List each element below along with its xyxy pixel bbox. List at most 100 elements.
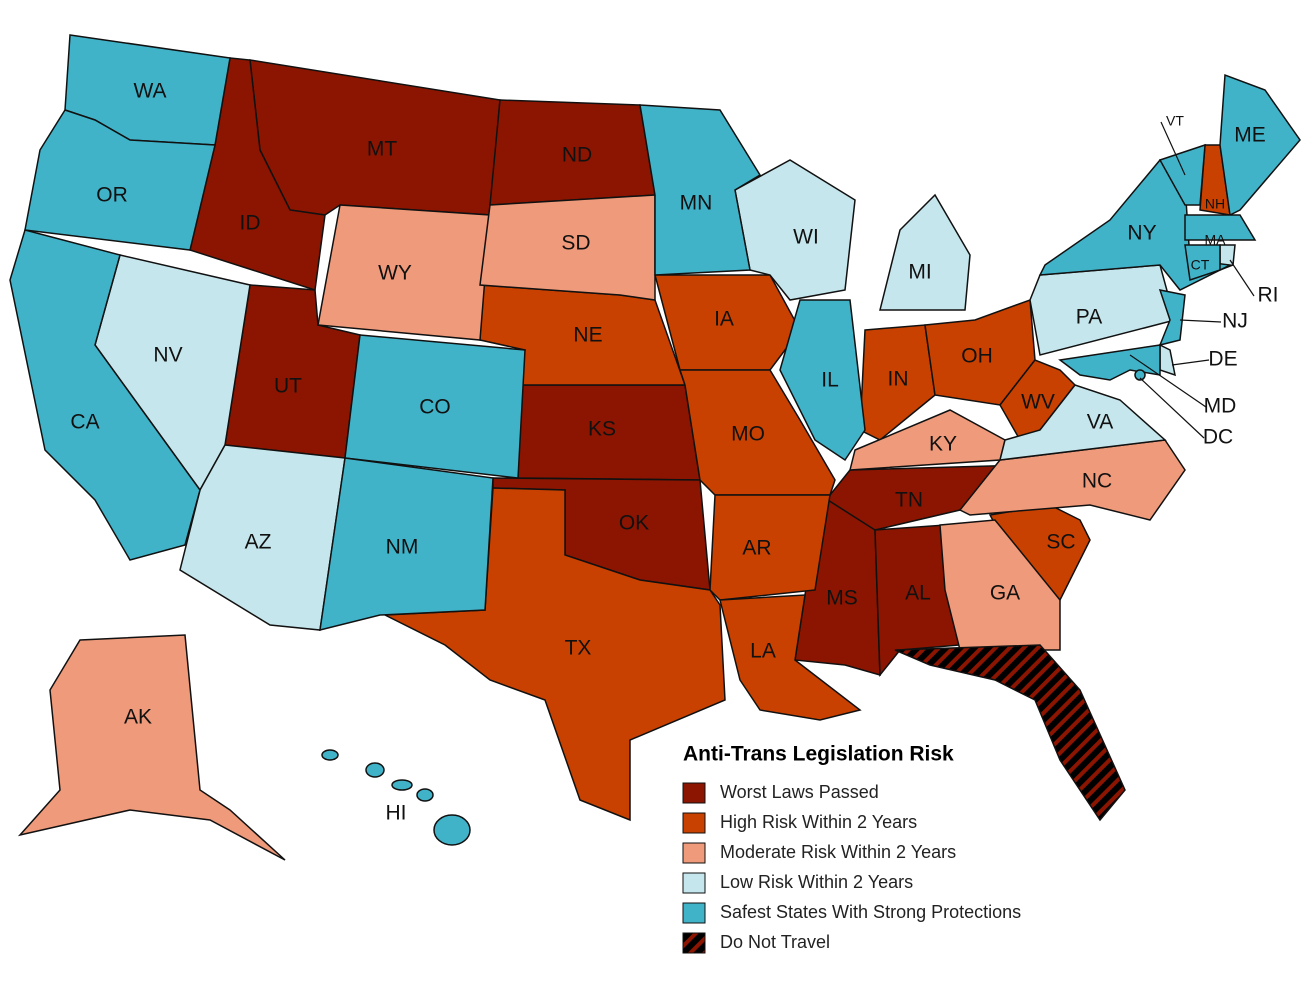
state-label: WY bbox=[378, 262, 412, 285]
state-label: NV bbox=[153, 344, 182, 367]
state-label: MO bbox=[731, 423, 765, 446]
state-label: WI bbox=[793, 226, 819, 249]
state bbox=[779, 299, 866, 462]
state-label: OR bbox=[96, 184, 128, 207]
state-label: AR bbox=[742, 537, 771, 560]
legend-swatch bbox=[682, 872, 706, 894]
state bbox=[416, 788, 434, 802]
state bbox=[1184, 214, 1257, 241]
state bbox=[1158, 289, 1186, 347]
state bbox=[479, 194, 656, 301]
state bbox=[344, 334, 526, 479]
state-label: MA bbox=[1205, 232, 1227, 248]
state-label: GA bbox=[990, 582, 1020, 605]
state-label: KS bbox=[588, 418, 616, 441]
state-label: OK bbox=[619, 512, 649, 535]
state bbox=[1159, 343, 1176, 377]
state-label: PA bbox=[1076, 306, 1102, 329]
state bbox=[1158, 143, 1206, 206]
state bbox=[317, 204, 491, 341]
state-label: MT bbox=[367, 138, 397, 161]
state-label: WV bbox=[1021, 391, 1055, 414]
state-label: CO bbox=[419, 396, 451, 419]
state-label: IA bbox=[714, 308, 734, 331]
state-label: SD bbox=[561, 232, 590, 255]
state-label: VT bbox=[1166, 113, 1184, 129]
state-label: ND bbox=[562, 144, 592, 167]
state-label: LA bbox=[750, 640, 776, 663]
state-label: DC bbox=[1203, 426, 1233, 449]
leader-line bbox=[1139, 377, 1205, 439]
state bbox=[9, 229, 201, 561]
states bbox=[9, 34, 1301, 861]
state-label: ME bbox=[1234, 124, 1266, 147]
state-label: NY bbox=[1127, 222, 1156, 245]
state-label: WA bbox=[133, 80, 166, 103]
state bbox=[319, 457, 494, 631]
state-label: OH bbox=[961, 345, 993, 368]
state-label: CT bbox=[1191, 257, 1210, 273]
state-label: MD bbox=[1204, 395, 1237, 418]
legend-label: Do Not Travel bbox=[720, 932, 830, 952]
state bbox=[382, 487, 726, 822]
state-label: MS bbox=[826, 587, 858, 610]
legend-swatch bbox=[682, 842, 706, 864]
state bbox=[709, 494, 831, 601]
state-label: SC bbox=[1046, 531, 1075, 554]
state-label: RI bbox=[1258, 284, 1279, 307]
state bbox=[17, 634, 286, 861]
state-label: CA bbox=[70, 411, 99, 434]
legend-swatch bbox=[682, 812, 706, 834]
leader-line bbox=[1171, 359, 1210, 366]
state bbox=[391, 779, 413, 791]
legend-swatch bbox=[682, 902, 706, 924]
state-label: VA bbox=[1087, 411, 1113, 434]
state-label: TN bbox=[895, 489, 923, 512]
leader-line bbox=[1229, 259, 1255, 297]
state-label: NE bbox=[573, 324, 602, 347]
state bbox=[1134, 369, 1146, 381]
state bbox=[1058, 344, 1161, 381]
legend-label: Safest States With Strong Protections bbox=[720, 902, 1021, 922]
state bbox=[874, 524, 961, 678]
state-label: HI bbox=[386, 802, 407, 825]
legend-swatch bbox=[682, 782, 706, 804]
leader-line bbox=[1179, 319, 1222, 323]
state-label: MN bbox=[680, 192, 713, 215]
state-label: AL bbox=[905, 582, 931, 605]
legend-label: Moderate Risk Within 2 Years bbox=[720, 842, 956, 862]
state bbox=[365, 762, 385, 778]
state-label: DE bbox=[1208, 348, 1237, 371]
state-label: IL bbox=[821, 369, 839, 392]
state bbox=[24, 109, 216, 251]
state-label: NJ bbox=[1222, 310, 1248, 333]
state bbox=[1029, 264, 1176, 356]
state-label: AK bbox=[124, 706, 152, 729]
state bbox=[894, 644, 1126, 822]
state-label: NM bbox=[386, 536, 419, 559]
leader-line bbox=[1160, 121, 1186, 176]
state bbox=[939, 519, 1061, 651]
state-label: IN bbox=[888, 368, 909, 391]
state bbox=[999, 384, 1167, 461]
state-label: ID bbox=[240, 212, 261, 235]
state bbox=[321, 749, 339, 761]
state bbox=[1184, 244, 1221, 281]
state bbox=[879, 193, 971, 311]
state-labels: MT ND ID UT KS OK TN MS AL NE IA MO AR TX LA IN OH WV SC NH… bbox=[70, 80, 1278, 825]
state-label: KY bbox=[929, 433, 957, 456]
state bbox=[433, 814, 471, 846]
leader-line bbox=[1129, 354, 1207, 408]
legend: Worst Laws Passed High Risk Within 2 Year… bbox=[682, 782, 1021, 954]
state-label: UT bbox=[274, 375, 302, 398]
legend-label: Low Risk Within 2 Years bbox=[720, 872, 913, 892]
legend-title: Anti-Trans Legislation Risk bbox=[683, 743, 954, 766]
state bbox=[734, 159, 856, 301]
state bbox=[639, 104, 762, 276]
state-label: NH bbox=[1205, 196, 1225, 212]
legend-swatch bbox=[682, 932, 706, 954]
state-label: MI bbox=[908, 261, 931, 284]
state bbox=[719, 594, 862, 721]
legend-label: Worst Laws Passed bbox=[720, 782, 879, 802]
